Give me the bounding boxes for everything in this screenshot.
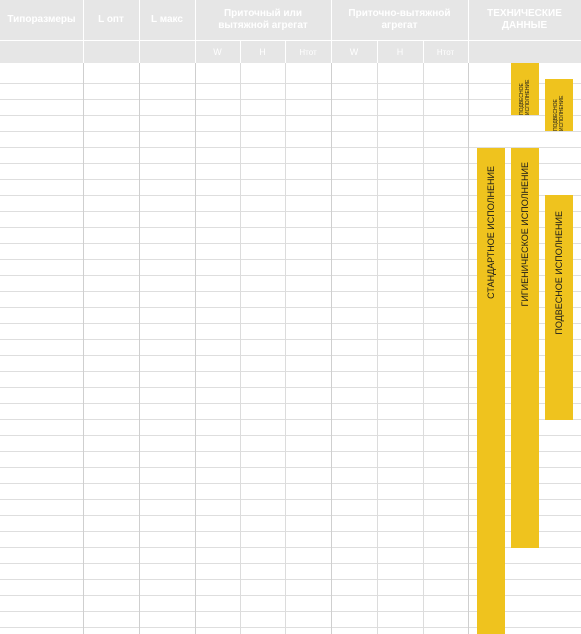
bar-suspended-small-a: ПОДВЕСНОЕ ИСПОЛНЕНИЕ — [511, 63, 539, 115]
header-sub-separator — [377, 41, 378, 63]
column-line — [331, 0, 332, 634]
column-line — [195, 0, 196, 634]
row-line — [0, 611, 581, 612]
col-header-supply-exhaust: Приточно-вытяжной агрегат — [348, 8, 451, 31]
header-sub-separator — [240, 41, 241, 63]
bar-suspended: ПОДВЕСНОЕ ИСПОЛНЕНИЕ — [545, 195, 573, 420]
header-column-separator — [468, 0, 469, 63]
row-line — [0, 515, 581, 516]
col-header-l-opt: L опт — [98, 14, 124, 25]
row-line — [0, 163, 581, 164]
row-line — [0, 451, 581, 452]
header-column-separator — [83, 0, 84, 63]
table-header — [0, 0, 581, 63]
row-line — [0, 355, 581, 356]
row-line — [0, 147, 581, 148]
row-line — [0, 83, 581, 84]
row-line — [0, 579, 581, 580]
row-line — [0, 371, 581, 372]
row-line — [0, 403, 581, 404]
col-header-sizes: Типоразмеры — [7, 14, 76, 25]
row-line — [0, 339, 581, 340]
row-line — [0, 275, 581, 276]
bar-standard: СТАНДАРТНОЕ ИСПОЛНЕНИЕ — [477, 148, 505, 634]
column-line — [468, 0, 469, 634]
col-header-supply-or-exhaust: Приточный или вытяжной агрегат — [218, 8, 308, 31]
sub-header-htot-1: Hтот — [299, 47, 317, 57]
sub-header-h-2: H — [396, 47, 404, 57]
col-header-tech-data: ТЕХНИЧЕСКИЕ ДАННЫЕ — [487, 8, 562, 31]
row-line — [0, 227, 581, 228]
row-line — [0, 387, 581, 388]
row-line — [0, 547, 581, 548]
row-line — [0, 531, 581, 532]
row-line — [0, 627, 581, 628]
bar-suspended-small-b: ПОДВЕСНОЕ ИСПОЛНЕНИЕ — [545, 79, 573, 131]
header-column-separator — [139, 0, 140, 63]
row-line — [0, 323, 581, 324]
row-line — [0, 595, 581, 596]
row-line — [0, 195, 581, 196]
sub-column-line — [285, 41, 286, 634]
header-column-separator — [331, 0, 332, 63]
row-line — [0, 99, 581, 100]
row-line — [0, 131, 581, 132]
row-line — [0, 307, 581, 308]
column-line — [139, 0, 140, 634]
bar-hygienic: ГИГИЕНИЧЕСКОЕ ИСПОЛНЕНИЕ — [511, 148, 539, 548]
row-line — [0, 243, 581, 244]
row-line — [0, 115, 581, 116]
sub-header-htot-2: Hтот — [436, 47, 455, 57]
row-line — [0, 483, 581, 484]
column-line — [83, 0, 84, 634]
header-divider — [0, 40, 581, 41]
row-line — [0, 435, 581, 436]
row-line — [0, 291, 581, 292]
row-line — [0, 259, 581, 260]
header-column-separator — [195, 0, 196, 63]
sub-column-line — [240, 41, 241, 634]
row-line — [0, 467, 581, 468]
header-sub-separator — [423, 41, 424, 63]
row-line — [0, 499, 581, 500]
sub-column-line — [377, 41, 378, 634]
sub-header-w-2: W — [349, 47, 359, 57]
sub-header-h-1: H — [259, 47, 266, 57]
row-line — [0, 179, 581, 180]
header-sub-separator — [285, 41, 286, 63]
sub-header-w-1: W — [213, 47, 222, 57]
sub-column-line — [423, 41, 424, 634]
row-line — [0, 419, 581, 420]
row-line — [0, 563, 581, 564]
col-header-l-max: L макс — [151, 14, 183, 25]
row-line — [0, 211, 581, 212]
